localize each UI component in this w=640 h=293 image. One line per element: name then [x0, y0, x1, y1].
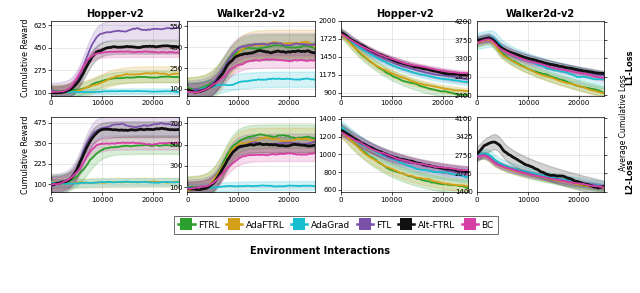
Text: L1-Loss: L1-Loss [625, 50, 634, 85]
Y-axis label: Cumulative Reward: Cumulative Reward [22, 115, 31, 194]
Title: Hopper-v2: Hopper-v2 [86, 9, 143, 19]
Text: L2-Loss: L2-Loss [625, 158, 634, 194]
Title: Walker2d-v2: Walker2d-v2 [216, 9, 285, 19]
Text: Average Cumulative Loss: Average Cumulative Loss [620, 75, 628, 171]
Title: Hopper-v2: Hopper-v2 [376, 9, 433, 19]
Text: Environment Interactions: Environment Interactions [250, 246, 390, 255]
Y-axis label: Cumulative Reward: Cumulative Reward [22, 19, 31, 98]
Title: Walker2d-v2: Walker2d-v2 [506, 9, 575, 19]
Legend: FTRL, AdaFTRL, AdaGrad, FTL, Alt-FTRL, BC: FTRL, AdaFTRL, AdaGrad, FTL, Alt-FTRL, B… [174, 217, 498, 234]
